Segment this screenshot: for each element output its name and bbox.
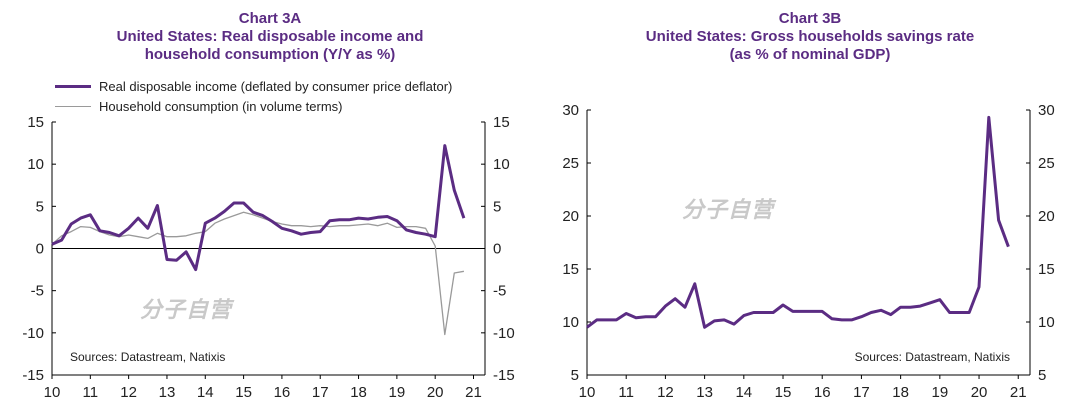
legend-label-income: Real disposable income (deflated by cons… (99, 78, 453, 94)
chart-3b-source-note: Sources: Datastream, Natixis (855, 350, 1010, 364)
chart-3a-ytick-label-right: 0 (493, 241, 501, 258)
chart-3a-legend: Real disposable income (deflated by cons… (55, 76, 452, 116)
chart-3a-ytick-label-left: 5 (36, 198, 44, 215)
chart-3b-title: Chart 3B United States: Gross households… (540, 10, 1080, 64)
chart-3a-ytick-label-left: 10 (27, 156, 44, 173)
legend-label-consumption: Household consumption (in volume terms) (99, 98, 343, 114)
chart-3b-ytick-label-left: 15 (562, 261, 579, 278)
chart-3a-series-0-line (51, 144, 466, 272)
chart-3b-ytick-label-right: 5 (1038, 367, 1046, 384)
chart-3a-xtick-label: 13 (159, 384, 176, 401)
chart-3a-title-line1: Chart 3A (238, 10, 302, 27)
legend-item-income: Real disposable income (deflated by cons… (55, 76, 452, 96)
chart-3a-series-1-line (51, 211, 465, 336)
chart-3b-xtick-label: 19 (931, 384, 948, 401)
chart-3a-ytick-label-right: -10 (493, 325, 515, 342)
chart-3b-panel: Chart 3B United States: Gross households… (540, 0, 1080, 420)
chart-3a-xtick-label: 12 (120, 384, 137, 401)
watermark-b: 分子自营 (682, 197, 775, 222)
chart-3b-ytick-label-left: 10 (562, 314, 579, 331)
chart-3b-ytick-label-right: 10 (1038, 314, 1055, 331)
chart-3a-ytick-label-left: 15 (27, 114, 44, 131)
legend-swatch-consumption (55, 105, 91, 107)
chart-3b-xtick-label: 13 (696, 384, 713, 401)
chart-3a-ytick-label-left: -5 (31, 283, 44, 300)
chart-3a-title-line2: United States: Real disposable income an… (116, 28, 424, 45)
chart-3a-ytick-label-left: -15 (22, 367, 44, 384)
chart-3b-ytick-label-left: 5 (571, 367, 579, 384)
chart-3a-xtick-label: 16 (274, 384, 291, 401)
chart-3a-xtick-label: 18 (350, 384, 367, 401)
chart-3b-xtick-label: 14 (735, 384, 752, 401)
chart-3a-ytick-label-left: 0 (36, 241, 44, 258)
chart-3a-ytick-label-right: -15 (493, 367, 515, 384)
chart-3b-ytick-label-left: 25 (562, 155, 579, 172)
chart-3a-xtick-label: 17 (312, 384, 329, 401)
watermark-a: 分子自营 (140, 297, 233, 322)
chart-3a-ytick-label-right: 5 (493, 198, 501, 215)
chart-3a-ytick-label-right: -5 (493, 283, 506, 300)
chart-3a-panel: Chart 3A United States: Real disposable … (0, 10, 540, 401)
chart-3a-ytick-label-right: 10 (493, 156, 510, 173)
chart-3b-xtick-label: 17 (853, 384, 870, 401)
chart-3b-title-line3: (as % of nominal GDP) (729, 46, 891, 63)
chart-3b-xtick-label: 10 (579, 384, 596, 401)
chart-3b-title-line2: United States: Gross households savings … (645, 28, 975, 45)
chart-3b-xtick-label: 21 (1010, 384, 1027, 401)
chart-3b-xtick-label: 15 (775, 384, 792, 401)
chart-3b-ytick-label-left: 30 (562, 102, 579, 119)
chart-3b-series-0-line (586, 115, 1010, 329)
chart-3b-xtick-label: 11 (618, 384, 634, 401)
chart-3b-title-line1: Chart 3B (778, 10, 842, 27)
chart-3a-title-line3: household consumption (Y/Y as %) (144, 46, 396, 63)
chart-3a-xtick-label: 21 (465, 384, 482, 401)
chart-3b-ytick-label-left: 20 (562, 208, 579, 225)
chart-3b-xtick-label: 18 (892, 384, 909, 401)
chart-3a-source-note: Sources: Datastream, Natixis (70, 350, 225, 364)
chart-3b-xtick-label: 16 (814, 384, 831, 401)
chart-3a-ytick-label-left: -10 (22, 325, 44, 342)
chart-3b-ytick-label-right: 25 (1038, 155, 1055, 172)
chart-3a-xtick-label: 14 (197, 384, 214, 401)
chart-3b-xtick-label: 12 (657, 384, 674, 401)
chart-3a-xtick-label: 15 (235, 384, 252, 401)
chart-3a-xtick-label: 19 (389, 384, 406, 401)
chart-3a-ytick-label-right: 15 (493, 114, 510, 131)
chart-3a-xtick-label: 10 (44, 384, 61, 401)
legend-item-consumption: Household consumption (in volume terms) (55, 96, 452, 116)
chart-3b-ytick-label-right: 30 (1038, 102, 1055, 119)
chart-3b-ytick-label-right: 20 (1038, 208, 1055, 225)
chart-3a-xtick-label: 11 (83, 384, 99, 401)
chart-3a-xtick-label: 20 (427, 384, 444, 401)
chart-3b-ytick-label-right: 15 (1038, 261, 1055, 278)
chart-3a-title: Chart 3A United States: Real disposable … (0, 10, 540, 64)
chart-3b-xtick-label: 20 (971, 384, 988, 401)
legend-swatch-income (55, 84, 91, 88)
